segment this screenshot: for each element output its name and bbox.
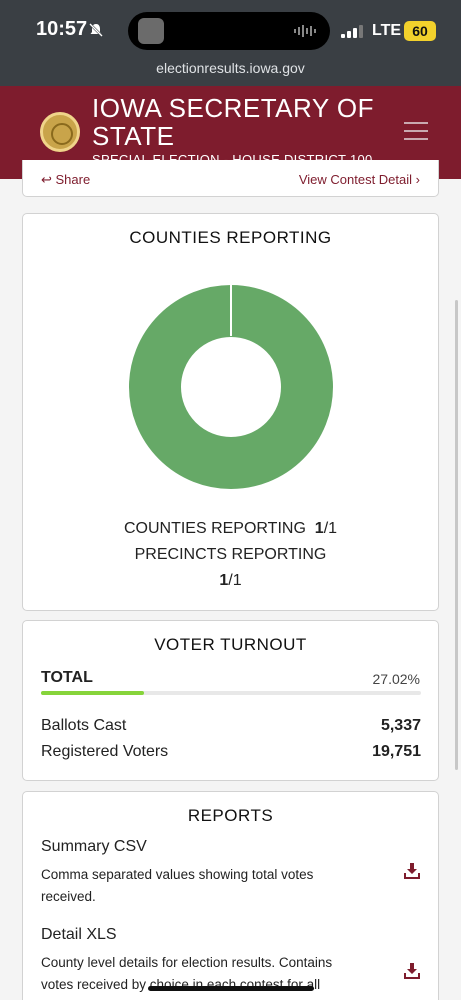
registered-voters-label: Registered Voters — [41, 743, 169, 760]
ballots-cast-value: 5,337 — [380, 717, 421, 734]
report-description: Comma separated values showing total vot… — [41, 867, 314, 904]
avatar — [138, 18, 164, 44]
signal-icon — [341, 25, 363, 38]
counties-reporting-stat: COUNTIES REPORTING 1/1 — [123, 520, 338, 537]
status-time: 10:57 — [36, 18, 88, 40]
download-icon[interactable] — [403, 962, 421, 980]
contest-actions-card: ↩ Share View Contest Detail › — [22, 160, 439, 197]
precincts-reporting-stat: 1/1 — [219, 572, 242, 589]
precincts-reporting-label: PRECINCTS REPORTING — [134, 546, 327, 563]
reports-card-title: REPORTS — [187, 806, 274, 825]
site-header: IOWA SECRETARY OF STATE SPECIAL ELECTION… — [0, 86, 461, 179]
share-icon: ↩ — [41, 172, 56, 187]
page-scrollbar[interactable] — [455, 300, 458, 770]
registered-voters-value: 19,751 — [372, 743, 421, 760]
network-type: LTE — [372, 22, 402, 39]
ballots-cast-label: Ballots Cast — [41, 717, 127, 734]
counties-card-title: COUNTIES REPORTING — [129, 228, 332, 247]
counties-reporting-card: COUNTIES REPORTING COUNTIES REPORTING 1/… — [22, 213, 439, 611]
audio-wave-icon — [294, 25, 316, 37]
turnout-progress-bar — [41, 691, 421, 695]
view-contest-detail-link[interactable]: View Contest Detail › — [298, 172, 420, 187]
status-bar: 10:57 LTE 60 electionresults.iowa.gov — [0, 0, 461, 86]
report-name[interactable]: Detail XLS — [41, 926, 117, 943]
address-bar[interactable]: electionresults.iowa.gov — [156, 60, 305, 76]
voter-turnout-card: VOTER TURNOUT TOTAL 27.02% Ballots Cast … — [22, 620, 439, 781]
state-seal-logo[interactable] — [40, 112, 80, 152]
dynamic-island — [128, 12, 330, 50]
download-icon[interactable] — [403, 862, 421, 880]
turnout-percent: 27.02% — [372, 671, 420, 687]
turnout-total-label: TOTAL — [41, 669, 93, 686]
report-name[interactable]: Summary CSV — [41, 838, 147, 855]
chevron-right-icon: › — [412, 172, 420, 187]
home-indicator[interactable] — [148, 986, 314, 991]
turnout-card-title: VOTER TURNOUT — [154, 635, 307, 654]
battery-icon: 60 — [404, 21, 436, 41]
reports-card: REPORTS Summary CSV Comma separated valu… — [22, 791, 439, 1000]
bell-muted-icon — [89, 23, 103, 37]
site-title[interactable]: IOWA SECRETARY OF STATE — [92, 93, 375, 151]
counties-donut-chart — [129, 284, 333, 489]
share-link[interactable]: ↩ Share — [41, 172, 91, 187]
hamburger-menu-icon[interactable] — [404, 122, 428, 140]
turnout-progress-fill — [41, 691, 144, 695]
report-item-summary-csv[interactable]: Summary CSV Comma separated values showi… — [41, 838, 361, 908]
